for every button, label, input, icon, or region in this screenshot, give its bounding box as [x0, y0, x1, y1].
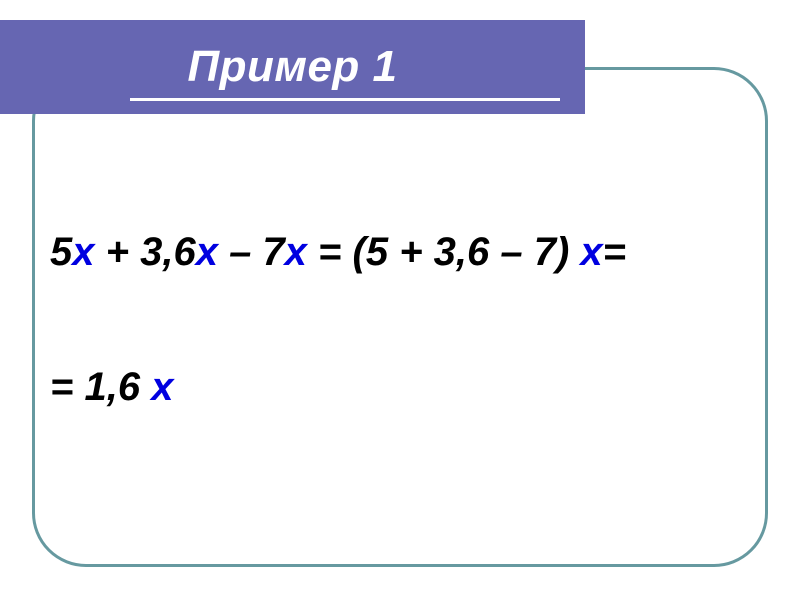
title-band: Пример 1 [0, 20, 585, 114]
eq-variable: х [72, 230, 94, 274]
slide: Пример 1 5х + 3,6х – 7х = (5 + 3,6 – 7) … [0, 0, 800, 600]
eq-text: = 1,6 [50, 365, 151, 409]
eq-variable: х [580, 230, 602, 274]
eq-text: + 3,6 [95, 230, 196, 274]
equation-line-2: = 1,6 х [50, 365, 770, 410]
slide-title: Пример 1 [0, 42, 585, 92]
slide-body: 5х + 3,6х – 7х = (5 + 3,6 – 7) х= = 1,6 … [50, 230, 770, 500]
equation-line-1: 5х + 3,6х – 7х = (5 + 3,6 – 7) х= [50, 230, 770, 275]
eq-text: – 7 [218, 230, 285, 274]
eq-text: = [603, 230, 626, 274]
eq-text: = (5 + 3,6 – 7) [307, 230, 581, 274]
eq-variable: х [151, 365, 173, 409]
eq-variable: х [196, 230, 218, 274]
eq-text: 5 [50, 230, 72, 274]
title-underline [130, 98, 560, 101]
eq-variable: х [285, 230, 307, 274]
